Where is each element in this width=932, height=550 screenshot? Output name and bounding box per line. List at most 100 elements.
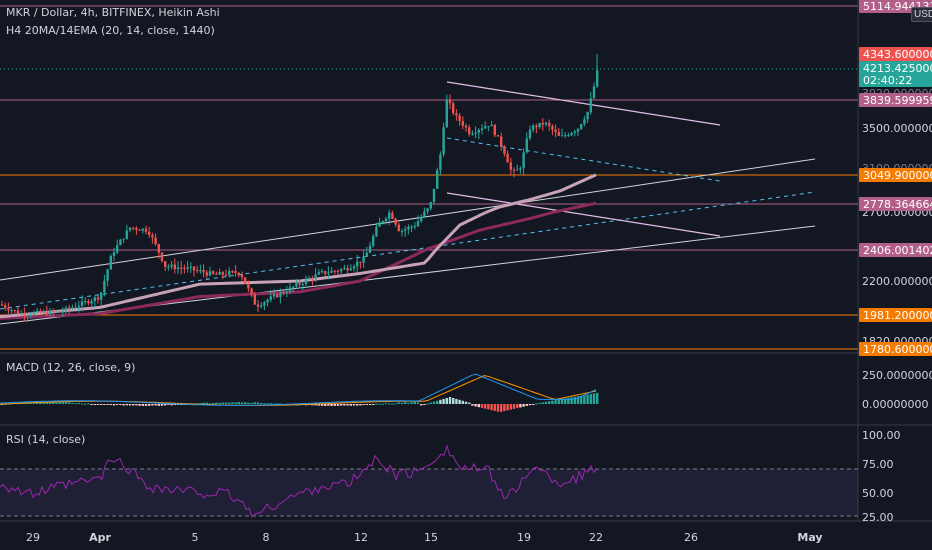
macd-bar: [346, 404, 349, 406]
candle-body: [138, 229, 141, 231]
price-tick-label: 3500.00000000: [862, 122, 932, 135]
macd-tick-label: 0.00000000: [862, 398, 928, 411]
macd-bar: [583, 395, 586, 404]
candle-body: [496, 135, 500, 137]
candle-body: [77, 305, 80, 308]
candle-body: [327, 272, 330, 274]
candle-body: [557, 132, 560, 136]
candle-body: [183, 268, 186, 270]
macd-bar: [324, 404, 327, 406]
candle-body: [45, 311, 48, 315]
macd-bar: [548, 401, 551, 404]
macd-bar: [90, 404, 93, 405]
macd-bar: [378, 403, 381, 405]
macd-bar: [362, 404, 365, 405]
time-tick-label: 12: [354, 531, 368, 544]
candle-body: [61, 311, 64, 313]
time-tick-label: 26: [684, 531, 698, 544]
price-label-box: [859, 197, 932, 211]
macd-bar: [119, 404, 122, 405]
macd-bar: [45, 402, 48, 404]
candle-body: [132, 227, 135, 229]
macd-bar: [42, 402, 45, 404]
macd-bar: [269, 403, 272, 405]
macd-bar: [544, 401, 548, 404]
macd-tick-label: 250.00000000: [862, 369, 932, 382]
currency-button[interactable]: USD: [911, 7, 932, 22]
macd-bar: [64, 402, 68, 404]
candle-body: [93, 297, 96, 302]
candle-body: [423, 211, 426, 217]
candles-group: [0, 65, 599, 322]
flag-mid-line: [446, 137, 721, 182]
macd-bar: [112, 404, 116, 406]
candle-body: [349, 268, 352, 271]
macd-bar: [173, 404, 176, 405]
macd-bar: [68, 402, 71, 404]
candle-body: [464, 125, 468, 128]
candle-body: [29, 314, 32, 316]
candle-body: [279, 292, 282, 298]
candle-body: [525, 138, 528, 153]
candle-body: [484, 126, 487, 129]
candle-body: [244, 277, 247, 284]
macd-bar: [349, 404, 352, 406]
macd-bar: [116, 404, 119, 405]
candle-body: [583, 119, 586, 125]
macd-legend: MACD (12, 26, close, 9): [6, 361, 135, 374]
candle-body: [109, 256, 112, 270]
candle-body: [154, 237, 157, 245]
macd-bar: [458, 399, 461, 404]
macd-bar: [375, 403, 378, 405]
macd-bar: [154, 404, 157, 406]
macd-bar: [148, 404, 151, 406]
macd-bar: [256, 402, 260, 404]
macd-bar: [356, 404, 359, 406]
candle-body: [586, 112, 589, 120]
candle-body: [567, 135, 570, 137]
candle-body: [160, 252, 164, 262]
macd-bar: [208, 403, 212, 405]
price-label-box: [859, 61, 932, 87]
candle-body: [269, 296, 272, 300]
price-label-text: 2778.36466413: [863, 198, 932, 211]
macd-bar: [442, 398, 445, 404]
macd-bar: [516, 404, 519, 409]
candle-body: [256, 304, 260, 307]
price-label-text: 4213.42500000: [863, 62, 932, 75]
macd-bar: [100, 404, 103, 405]
candle-body: [596, 70, 599, 87]
macd-bar: [455, 398, 458, 404]
candle-body: [192, 266, 196, 271]
time-tick-label: 19: [517, 531, 531, 544]
macd-bar: [96, 404, 100, 405]
macd-bar: [240, 402, 244, 404]
candle-body: [221, 272, 224, 275]
candle-body: [317, 272, 320, 275]
candle-body: [352, 266, 356, 269]
ma-legend: H4 20MA/14EMA (20, 14, close, 1440): [6, 24, 215, 37]
macd-bar: [592, 393, 596, 404]
macd-bar: [212, 403, 215, 404]
symbol-legend: MKR / Dollar, 4h, BITFINEX, Heikin Ashi: [6, 6, 220, 19]
macd-bar: [576, 396, 580, 404]
macd-bar: [263, 403, 266, 405]
macd-bar: [535, 403, 538, 405]
macd-bar: [493, 404, 496, 411]
candle-body: [554, 129, 557, 132]
macd-bar: [596, 392, 599, 404]
candle-body: [356, 261, 359, 267]
candle-body: [413, 226, 416, 228]
macd-bar: [106, 404, 109, 405]
macd-bar: [74, 403, 77, 405]
macd-bar: [567, 397, 570, 404]
candle-body: [442, 127, 445, 155]
macd-bar: [135, 404, 138, 406]
candle-body: [164, 261, 167, 267]
candle-body: [330, 270, 333, 273]
candle-body: [285, 292, 288, 294]
candle-body: [452, 103, 455, 114]
macd-bar: [554, 400, 557, 404]
candle-body: [516, 169, 519, 171]
